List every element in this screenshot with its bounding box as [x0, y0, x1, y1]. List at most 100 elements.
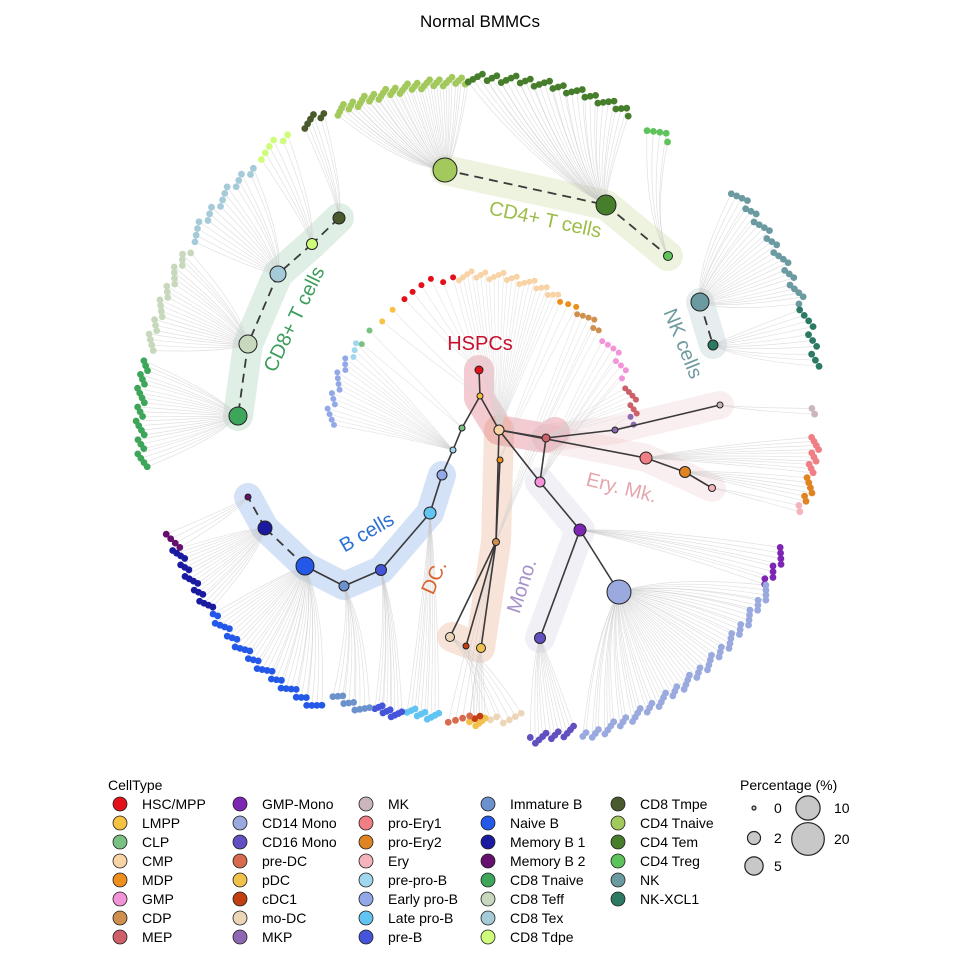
legend-item: CD16 Mono	[232, 834, 337, 850]
legend-item: NK	[610, 872, 660, 888]
node-mdp	[496, 456, 504, 464]
leaf-dot	[342, 361, 349, 368]
node-mkp	[611, 426, 619, 434]
fan-line	[684, 471, 809, 484]
leaf-dot	[632, 396, 639, 403]
fan-line	[579, 529, 765, 580]
fan-line	[579, 529, 774, 573]
size-legend-item: 0	[751, 800, 782, 816]
fan-line	[499, 301, 561, 461]
node-nk	[690, 292, 710, 312]
leaf-dot	[813, 342, 821, 350]
fan-line	[290, 565, 308, 690]
node-cd4tn	[432, 157, 458, 183]
fan-line	[645, 452, 812, 459]
leaf-dot	[612, 105, 620, 113]
edge-proery1-proery2	[645, 457, 686, 473]
leaf-dot	[622, 385, 629, 392]
leaf-dot	[330, 421, 337, 428]
fan-line	[645, 445, 817, 459]
fan-line	[684, 471, 811, 489]
leaf-dot	[503, 276, 510, 283]
fan-line	[310, 119, 340, 219]
fan-line	[410, 512, 431, 711]
fan-line	[493, 276, 500, 431]
fan-line	[392, 309, 481, 397]
fan-line	[353, 356, 454, 451]
leaf-dot	[560, 733, 568, 741]
legend-item: pro-Ery2	[358, 834, 442, 850]
leaf-dot	[669, 692, 677, 700]
leaf-dot	[140, 357, 148, 365]
fan-line	[475, 277, 500, 431]
edge-teff-cd8tn	[237, 343, 249, 417]
node-modc	[445, 632, 455, 642]
fan-line	[343, 585, 356, 703]
leaf-dot	[134, 403, 142, 411]
leaf-dot	[643, 127, 651, 135]
fan-line	[421, 284, 480, 371]
leaf-dot	[633, 410, 640, 417]
leaf-dot	[349, 98, 357, 106]
legend-label: pDC	[262, 872, 290, 888]
leaf-dot	[466, 718, 473, 726]
legend-swatch	[232, 872, 248, 888]
leaf-dot	[800, 311, 808, 319]
fan-line	[712, 344, 817, 350]
leaf-dot	[565, 301, 572, 308]
leaf-dot	[162, 530, 170, 538]
leaf-dot	[760, 224, 768, 232]
legend-item: GMP	[112, 891, 174, 907]
leaf-dot	[409, 288, 416, 295]
fan-line	[406, 512, 431, 713]
leaf-dot	[336, 386, 343, 393]
edge-cmp-proery1	[498, 429, 647, 459]
leaf-dot	[655, 703, 663, 710]
leaf-dot	[303, 701, 311, 709]
legend-item: Early pro-B	[358, 891, 458, 907]
legend-swatch	[112, 853, 128, 869]
fan-line	[495, 314, 578, 543]
leaf-dot	[615, 349, 622, 356]
leaf-dot	[487, 716, 494, 724]
fan-line	[374, 569, 384, 709]
legend-item: cDC1	[232, 891, 297, 907]
leaf-dot	[585, 314, 592, 321]
legend-label: MDP	[142, 872, 173, 888]
fan-line	[323, 113, 341, 219]
leaf-dot	[643, 708, 651, 716]
fan-line	[712, 344, 812, 355]
fan-line	[331, 419, 454, 451]
leaf-dot	[389, 306, 396, 313]
leaf-dot	[340, 700, 348, 707]
leaf-dot	[358, 341, 365, 348]
fan-line	[579, 529, 781, 548]
leaf-dot	[187, 249, 195, 257]
leaf-dot	[599, 338, 606, 345]
leaf-dot	[149, 347, 157, 354]
node-pdc	[476, 643, 486, 653]
size-label: 5	[774, 858, 782, 874]
leaf-dot	[253, 665, 261, 673]
leaf-dot	[562, 89, 570, 97]
leaf-dot	[790, 274, 798, 282]
leaf-dot	[468, 268, 475, 275]
fan-line	[645, 441, 815, 459]
leaf-dot	[617, 105, 625, 112]
edge-gmp-gmpmono	[539, 481, 581, 531]
leaf-dot	[273, 676, 280, 684]
leaf-dot	[401, 296, 408, 303]
fan-line	[539, 348, 614, 483]
fan-line	[224, 565, 306, 628]
fan-line	[344, 363, 454, 451]
leaf-dot	[427, 275, 434, 282]
leaf-dot	[178, 256, 186, 264]
legend-swatch	[610, 796, 626, 812]
legend-swatch	[232, 929, 248, 945]
leaf-dot	[192, 231, 200, 239]
leaf-dot	[267, 675, 275, 683]
leaf-dot	[320, 110, 328, 117]
leaf-dot	[612, 358, 619, 365]
fan-line	[332, 585, 346, 697]
fan-line	[719, 404, 812, 409]
